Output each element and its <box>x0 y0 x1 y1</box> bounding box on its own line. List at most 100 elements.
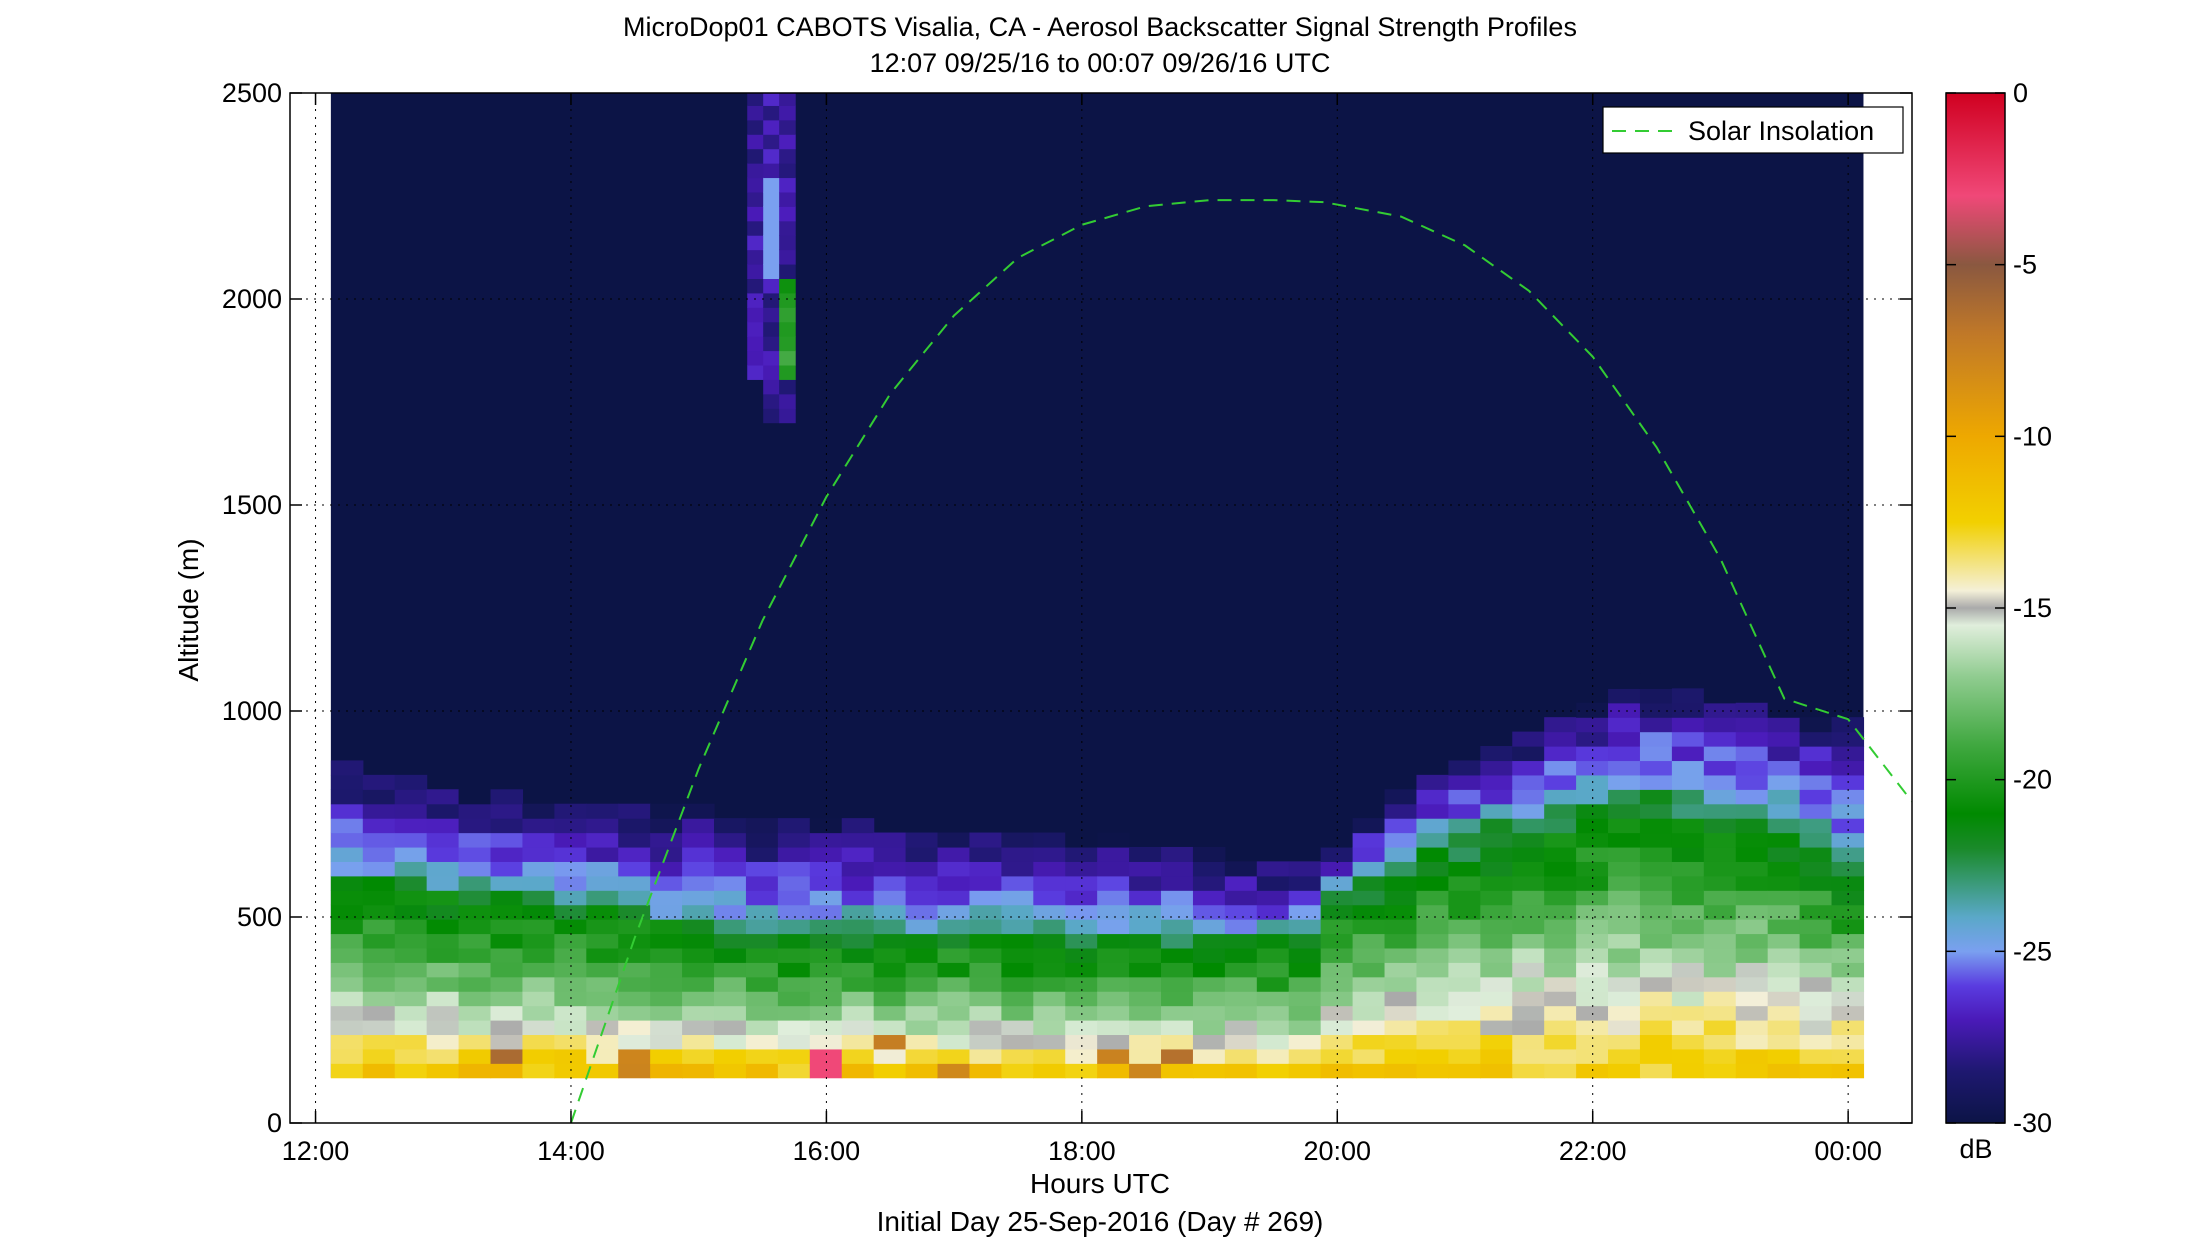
heatmap-cell <box>1033 991 1066 1007</box>
heatmap-cell <box>873 1048 907 1064</box>
heatmap-cell <box>873 846 907 862</box>
heatmap-cell <box>969 919 1002 935</box>
heatmap-cell <box>1544 832 1577 848</box>
heatmap-cell <box>777 818 811 834</box>
heatmap-cell <box>1416 861 1449 877</box>
heatmap-cell <box>1671 1063 1705 1079</box>
heatmap-cell <box>1544 991 1577 1007</box>
plume-cell <box>763 235 780 251</box>
heatmap-cell <box>1799 774 1833 790</box>
heatmap-cell <box>1608 832 1641 848</box>
heatmap-cell <box>1097 962 1130 978</box>
heatmap-cell <box>1671 890 1705 906</box>
heatmap-cell <box>682 832 715 848</box>
heatmap-cell <box>394 1034 428 1050</box>
heatmap-cell <box>1384 890 1418 906</box>
heatmap-cell <box>618 1063 651 1079</box>
heatmap-cell <box>777 1034 811 1050</box>
heatmap-cell <box>905 861 939 877</box>
heatmap-cell <box>586 832 619 848</box>
heatmap-cell <box>1161 846 1194 862</box>
heatmap-cell <box>809 890 843 906</box>
heatmap-cell <box>745 991 779 1007</box>
plume-cell <box>779 148 796 164</box>
heatmap-cell <box>841 832 875 848</box>
heatmap-cell <box>969 962 1002 978</box>
heatmap-cell <box>1767 947 1801 963</box>
heatmap-cell <box>1288 947 1322 963</box>
heatmap-cell <box>394 861 428 877</box>
heatmap-cell <box>330 818 364 834</box>
heatmap-cell <box>1608 846 1641 862</box>
plume-cell <box>763 263 780 279</box>
heatmap-cell <box>1384 875 1418 891</box>
heatmap-cell <box>1671 947 1705 963</box>
heatmap-cell <box>1033 904 1066 920</box>
heatmap-cell <box>1065 904 1098 920</box>
plume-cell <box>763 393 780 409</box>
heatmap-cell <box>969 904 1002 920</box>
heatmap-cell <box>1480 976 1513 992</box>
heatmap-cell <box>458 789 492 805</box>
heatmap-cell <box>1703 947 1737 963</box>
heatmap-cell <box>1320 962 1354 978</box>
heatmap-cell <box>1512 875 1545 891</box>
x-axis-secondary-label: Initial Day 25-Sep-2016 (Day # 269) <box>877 1206 1324 1237</box>
heatmap-cell <box>841 976 875 992</box>
heatmap-cell <box>1416 919 1449 935</box>
heatmap-cell <box>1448 1020 1481 1036</box>
heatmap-cell <box>1416 962 1449 978</box>
heatmap-cell <box>1224 861 1258 877</box>
heatmap-cell <box>1416 991 1449 1007</box>
heatmap-cell <box>1576 947 1609 963</box>
solar-insolation-line <box>570 199 1912 1123</box>
plume-cell <box>779 134 796 150</box>
heatmap-cell <box>1192 919 1226 935</box>
heatmap-cell <box>394 1005 428 1021</box>
heatmap-cell <box>873 1063 907 1079</box>
heatmap-cell <box>1480 991 1513 1007</box>
heatmap-cell <box>426 1048 460 1064</box>
heatmap-cell <box>426 803 460 819</box>
heatmap-cell <box>1448 919 1481 935</box>
heatmap-cell <box>426 875 460 891</box>
heatmap-cell <box>873 904 907 920</box>
heatmap-cell <box>1512 774 1545 790</box>
heatmap-cell <box>554 875 587 891</box>
heatmap-cell <box>426 890 460 906</box>
heatmap-cell <box>522 1063 555 1079</box>
heatmap-cell <box>586 875 619 891</box>
heatmap-cell <box>1703 933 1737 949</box>
heatmap-cell <box>1448 774 1481 790</box>
plume-cell <box>747 292 764 308</box>
heatmap-cell <box>1512 818 1545 834</box>
heatmap-cell <box>1097 991 1130 1007</box>
heatmap-cell <box>1161 1005 1194 1021</box>
heatmap-cell <box>1448 1063 1481 1079</box>
heatmap-cell <box>1639 991 1673 1007</box>
heatmap-cell <box>1224 1020 1258 1036</box>
heatmap-cell <box>1799 861 1833 877</box>
heatmap-cell <box>1001 890 1034 906</box>
heatmap-cell <box>618 1005 651 1021</box>
plume-cell <box>747 148 764 164</box>
heatmap-cell <box>1320 861 1354 877</box>
heatmap-cell <box>426 919 460 935</box>
heatmap-cell <box>1608 890 1641 906</box>
plume-cell <box>747 177 764 193</box>
y-tick-label: 0 <box>267 1108 282 1138</box>
heatmap-cell <box>1512 1034 1545 1050</box>
heatmap-cell <box>714 832 747 848</box>
heatmap-cell <box>1799 919 1833 935</box>
heatmap-cell <box>330 1005 364 1021</box>
heatmap-cell <box>490 1048 524 1064</box>
x-tick-label: 12:00 <box>282 1136 350 1166</box>
heatmap-cell <box>1767 1005 1801 1021</box>
heatmap-cell <box>1671 991 1705 1007</box>
heatmap-cell <box>1416 1048 1449 1064</box>
heatmap-cell <box>1320 933 1354 949</box>
heatmap-cell <box>745 1063 779 1079</box>
heatmap-cell <box>937 1034 971 1050</box>
heatmap-cell <box>1352 1048 1386 1064</box>
heatmap-cell <box>586 861 619 877</box>
